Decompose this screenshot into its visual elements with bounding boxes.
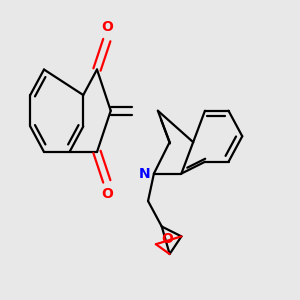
Text: O: O: [162, 232, 174, 246]
Text: N: N: [138, 167, 150, 181]
Text: O: O: [101, 187, 113, 201]
Text: O: O: [101, 20, 113, 34]
